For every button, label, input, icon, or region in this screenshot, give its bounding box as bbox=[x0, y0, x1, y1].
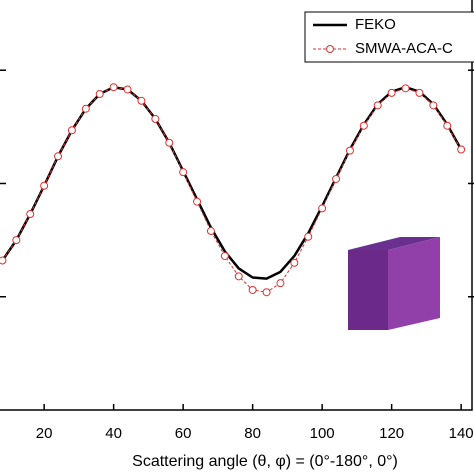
data-point bbox=[123, 85, 132, 94]
x-tick-label: 60 bbox=[175, 425, 192, 442]
cube bbox=[348, 237, 440, 330]
data-point bbox=[429, 101, 438, 110]
legend-label: FEKO bbox=[355, 16, 396, 33]
data-point bbox=[54, 152, 63, 161]
x-tick-label: 100 bbox=[310, 425, 335, 442]
data-point bbox=[443, 121, 452, 130]
data-point bbox=[81, 104, 90, 113]
data-point bbox=[304, 232, 313, 241]
x-tick-label: 40 bbox=[105, 425, 122, 442]
data-point bbox=[151, 114, 160, 123]
data-point bbox=[220, 251, 229, 260]
x-tick-label: 80 bbox=[244, 425, 261, 442]
data-point bbox=[332, 174, 341, 183]
data-point bbox=[318, 204, 327, 213]
data-point bbox=[95, 90, 104, 99]
data-point bbox=[206, 227, 215, 236]
x-tick-label: 120 bbox=[379, 425, 404, 442]
data-point bbox=[26, 210, 35, 219]
data-point bbox=[248, 285, 257, 294]
data-point bbox=[359, 121, 368, 130]
data-point bbox=[137, 96, 146, 105]
data-point bbox=[276, 279, 285, 288]
data-point bbox=[373, 101, 382, 110]
data-point bbox=[401, 84, 410, 93]
data-point bbox=[40, 181, 49, 190]
x-tick-label: 20 bbox=[36, 425, 53, 442]
legend-swatch bbox=[326, 45, 334, 53]
x-axis-label: Scattering angle (θ, φ) = (0°-180°, 0°) bbox=[132, 453, 398, 470]
data-point bbox=[109, 83, 118, 92]
series-line bbox=[2, 86, 462, 293]
data-point bbox=[179, 168, 188, 177]
data-point bbox=[165, 138, 174, 147]
data-point bbox=[415, 88, 424, 97]
data-point bbox=[290, 258, 299, 267]
data-point bbox=[0, 256, 7, 265]
legend-box bbox=[304, 11, 474, 63]
x-tick-label: 140 bbox=[449, 425, 474, 442]
data-point bbox=[457, 145, 466, 154]
legend-label: SMWA-ACA-C bbox=[355, 40, 453, 57]
data-point bbox=[193, 197, 202, 206]
data-point bbox=[387, 88, 396, 97]
data-point bbox=[12, 236, 21, 245]
data-point bbox=[67, 126, 76, 135]
data-point bbox=[262, 288, 271, 297]
plot-frame bbox=[0, 0, 473, 411]
data-point bbox=[234, 272, 243, 281]
data-point bbox=[345, 146, 354, 155]
